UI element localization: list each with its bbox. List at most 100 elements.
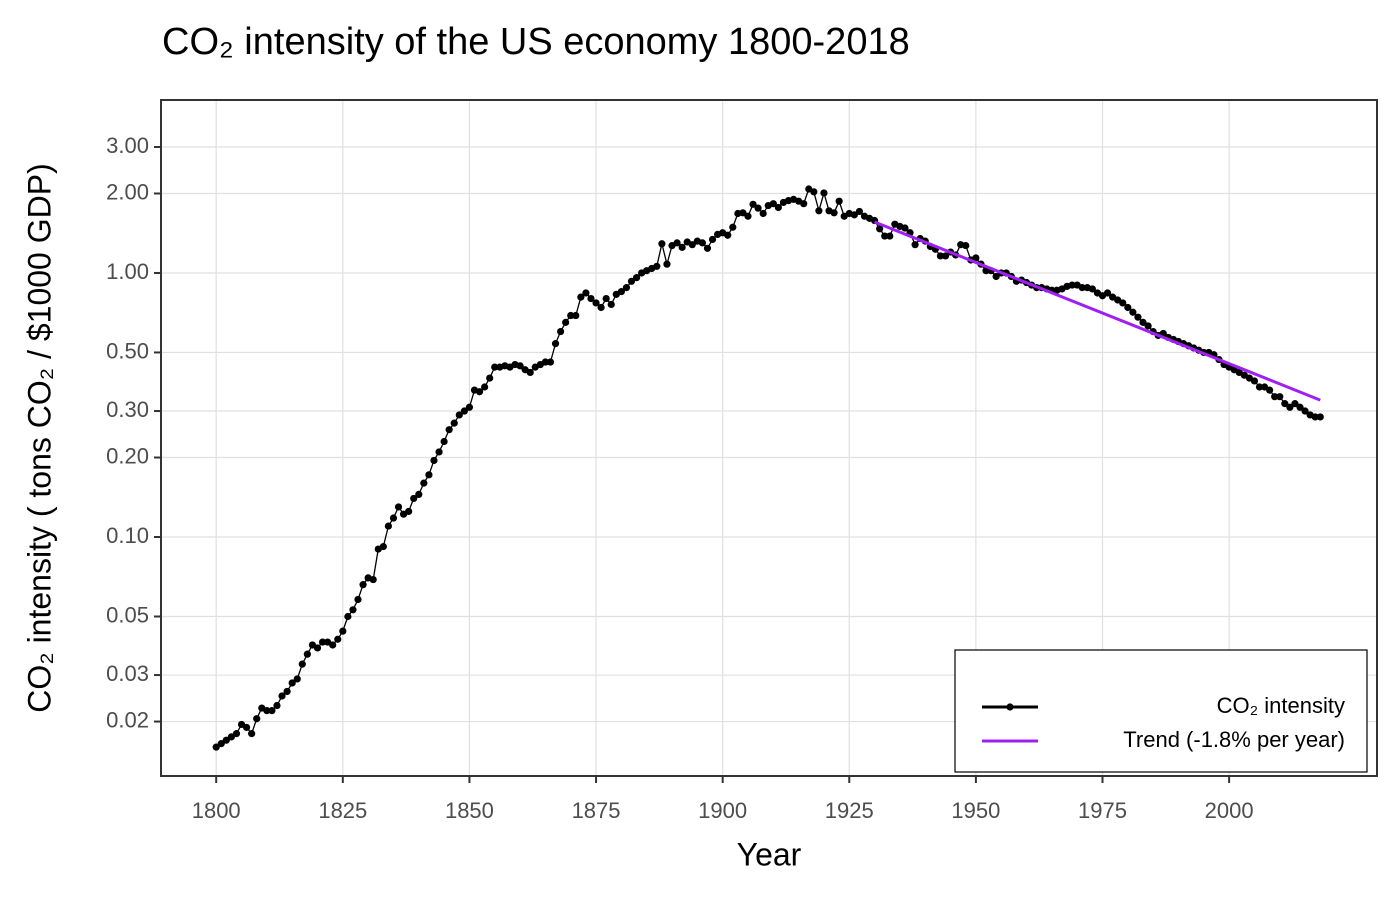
x-tick-label: 2000	[1205, 798, 1254, 823]
data-point	[835, 197, 843, 205]
data-point	[739, 209, 747, 217]
data-point	[855, 207, 864, 216]
data-point	[242, 723, 251, 732]
data-point	[516, 362, 524, 370]
data-point	[298, 660, 306, 668]
x-tick-label: 1800	[192, 798, 241, 823]
data-point	[273, 701, 281, 710]
data-point	[729, 223, 737, 231]
data-point	[617, 288, 625, 296]
y-tick-label: 1.00	[106, 259, 149, 284]
data-point	[313, 644, 322, 652]
data-point	[232, 730, 241, 738]
data-point	[678, 243, 686, 251]
data-point	[1311, 413, 1319, 421]
data-point	[389, 514, 398, 522]
data-point	[698, 239, 707, 247]
data-point	[1286, 403, 1294, 411]
data-point	[820, 189, 828, 197]
data-point	[318, 638, 327, 646]
data-point	[901, 224, 909, 232]
data-point	[248, 730, 256, 738]
data-point	[800, 200, 808, 208]
panel-border	[160, 99, 1378, 777]
data-point	[1266, 386, 1274, 394]
plot	[212, 185, 1324, 751]
x-tick-label: 1850	[445, 798, 494, 823]
data-point	[379, 542, 387, 551]
data-point	[354, 595, 362, 604]
y-tick-label: 0.20	[106, 443, 149, 468]
data-point	[278, 692, 286, 700]
data-point	[1129, 308, 1137, 316]
data-point	[263, 707, 271, 715]
data-point	[268, 707, 276, 715]
data-point	[1271, 393, 1279, 401]
data-point	[217, 740, 225, 748]
data-point	[405, 507, 413, 516]
data-point	[475, 388, 484, 396]
data-point	[744, 212, 752, 220]
data-point	[876, 225, 884, 233]
data-point	[415, 490, 423, 498]
data-point	[1281, 400, 1289, 408]
data-point	[815, 207, 823, 215]
data-point	[526, 368, 534, 377]
x-tick-label: 1925	[825, 798, 874, 823]
y-tick-label: 0.02	[106, 707, 149, 732]
y-axis-label: CO₂ intensity ( tons CO₂ / $1000 GDP)	[21, 163, 57, 712]
data-point	[344, 612, 352, 621]
data-point	[567, 311, 575, 320]
data-point	[425, 471, 433, 479]
data-point	[1316, 413, 1324, 421]
data-point	[577, 293, 585, 301]
data-point	[886, 232, 894, 240]
legend-label: Trend (-1.8% per year)	[1123, 727, 1345, 752]
data-point	[597, 303, 605, 312]
x-tick-label: 1900	[698, 798, 747, 823]
data-point	[810, 188, 818, 196]
data-point	[941, 252, 950, 260]
data-point	[724, 231, 732, 239]
data-point	[592, 299, 600, 307]
data-point	[1124, 303, 1132, 312]
data-point	[465, 403, 474, 411]
data-point	[653, 262, 661, 270]
data-point	[556, 327, 565, 336]
data-point	[562, 318, 570, 326]
data-point	[708, 235, 717, 244]
data-point	[359, 581, 367, 589]
data-point	[992, 272, 1000, 281]
data-point	[349, 606, 357, 614]
data-point	[1103, 289, 1112, 297]
data-point	[1139, 318, 1147, 326]
axes: 1800 1825 1850 1875 1900 1925 1950 1975 2000 0.02…	[106, 133, 1253, 823]
data-point	[288, 679, 296, 687]
data-point	[850, 211, 858, 219]
data-point	[830, 209, 838, 217]
data-point	[673, 239, 681, 247]
data-point	[369, 575, 377, 584]
data-point	[329, 641, 337, 649]
data-point	[769, 200, 777, 208]
data-point	[572, 311, 580, 320]
data-point	[334, 635, 342, 643]
data-point	[972, 254, 980, 262]
data-point	[607, 300, 615, 309]
data-point	[303, 650, 311, 658]
x-tick-label: 1975	[1078, 798, 1127, 823]
data-point	[1068, 281, 1076, 289]
data-point	[1078, 284, 1086, 292]
data-point	[384, 522, 392, 530]
data-point	[754, 204, 762, 212]
data-point	[962, 241, 970, 250]
data-point	[602, 294, 610, 303]
data-point	[1301, 407, 1309, 415]
y-tick-label: 0.03	[106, 661, 149, 686]
data-point	[1088, 285, 1096, 293]
data-point	[435, 448, 443, 456]
data-point	[420, 479, 428, 487]
data-point	[688, 241, 696, 249]
y-tick-label: 0.50	[106, 338, 149, 363]
data-point	[253, 715, 261, 723]
